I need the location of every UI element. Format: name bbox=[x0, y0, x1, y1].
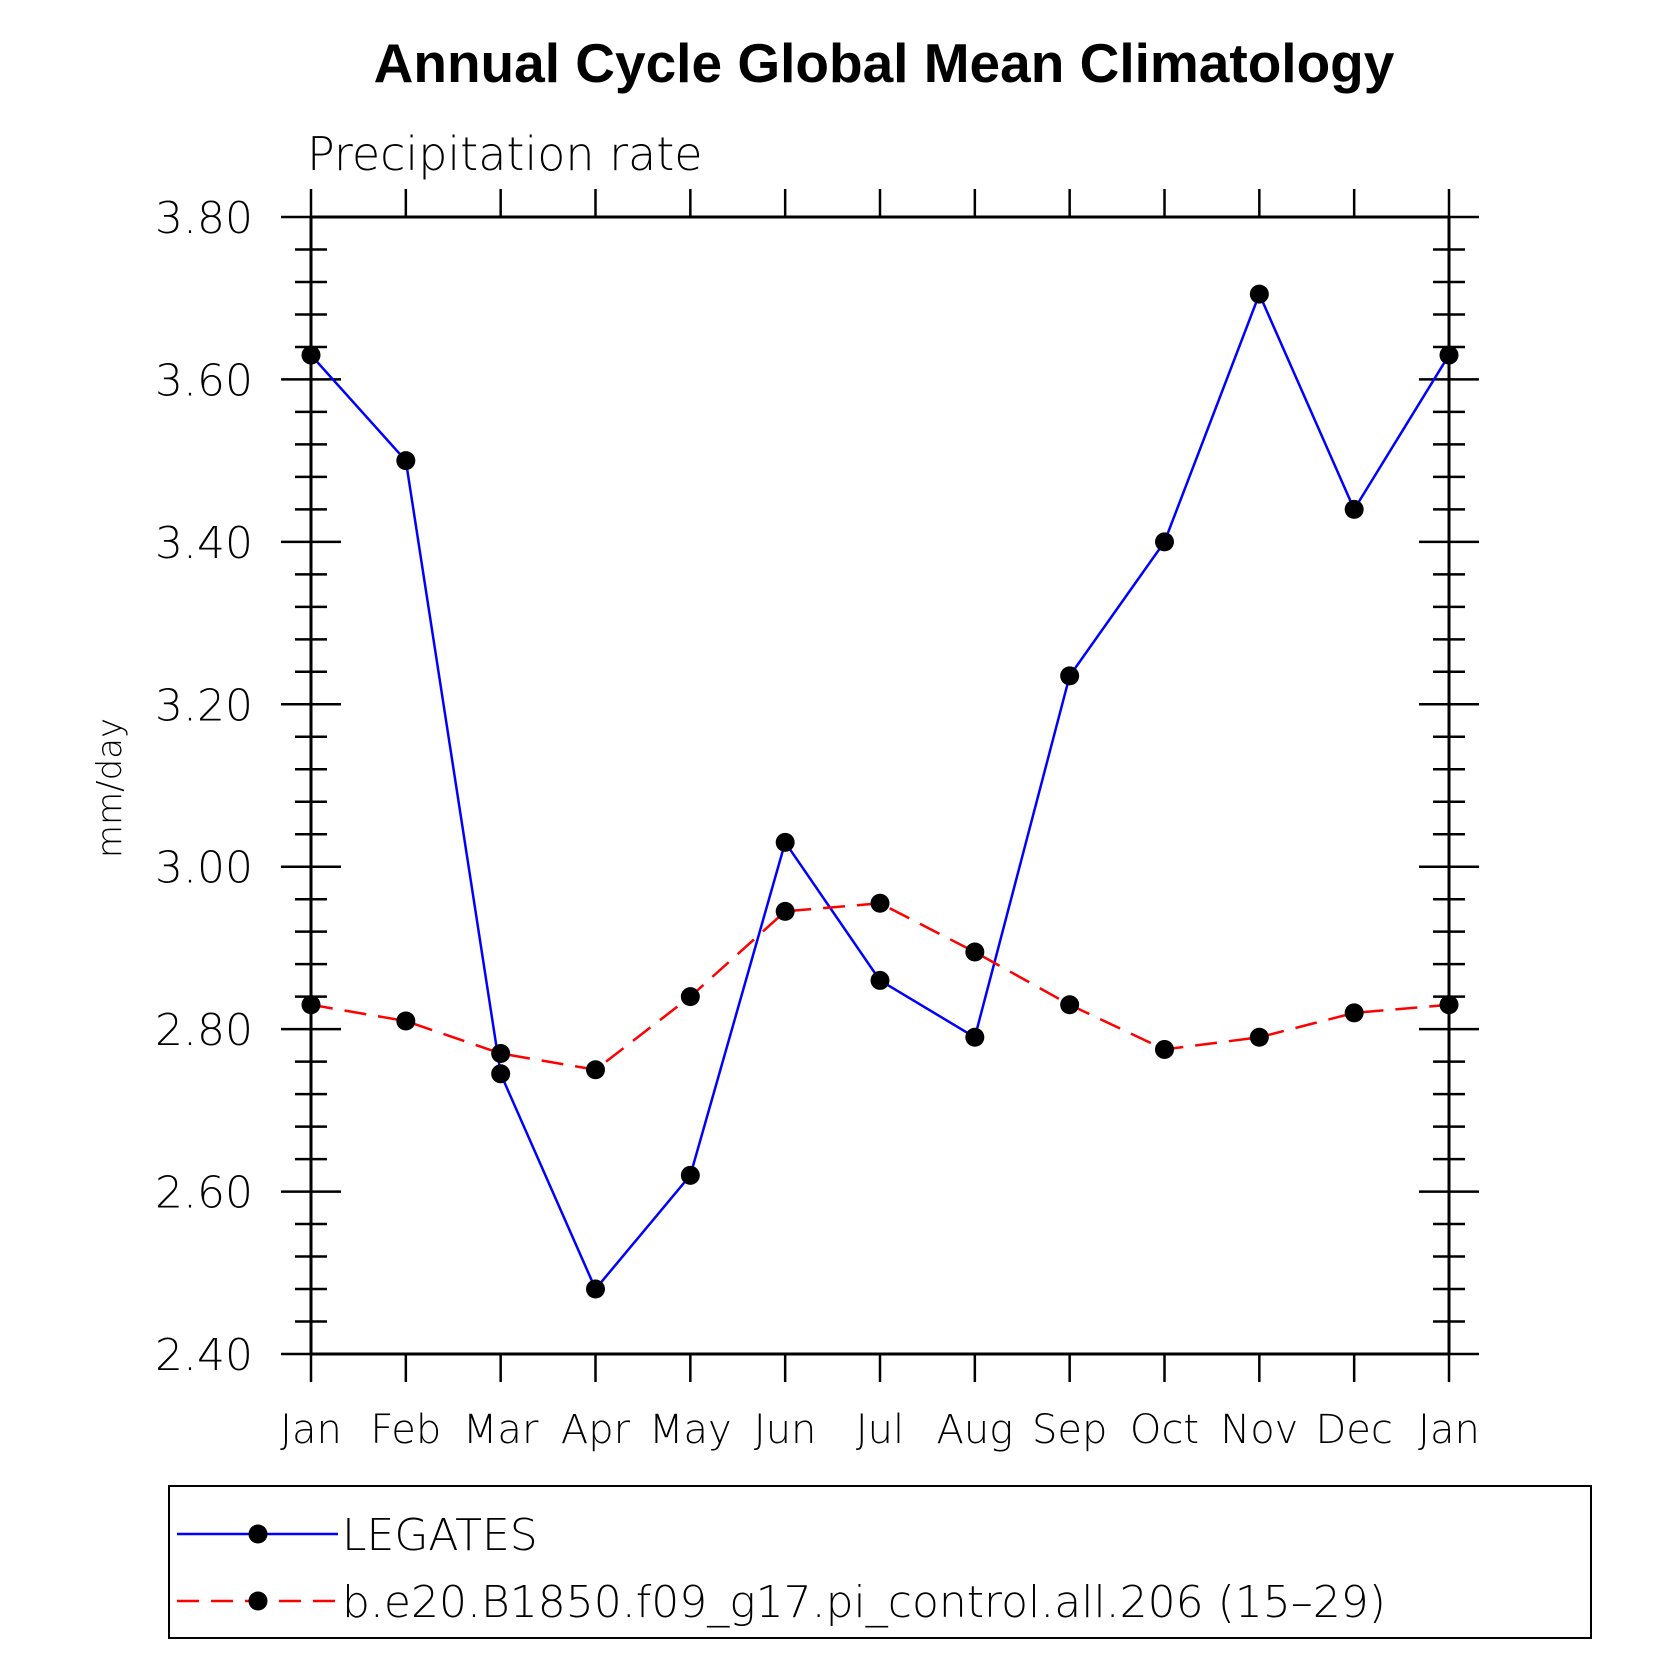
data-point bbox=[775, 901, 795, 921]
data-point bbox=[396, 1011, 416, 1031]
y-tick-label: 3.20 bbox=[155, 680, 253, 731]
data-point bbox=[1155, 532, 1174, 552]
legend: LEGATES b.e20.B1850.f09_g17.pi_control.al… bbox=[168, 1485, 1592, 1639]
series-pi-control bbox=[301, 893, 1459, 1080]
legend-box bbox=[168, 1485, 1592, 1639]
x-tick-label: Nov bbox=[1220, 1407, 1298, 1453]
data-point bbox=[491, 1044, 511, 1064]
data-point bbox=[491, 1064, 511, 1084]
data-point bbox=[1439, 995, 1459, 1015]
x-tick-label: Jan bbox=[1418, 1407, 1480, 1453]
legend-label: b.e20.B1850.f09_g17.pi_control.all.206 (… bbox=[342, 1577, 1386, 1628]
y-tick-label: 3.80 bbox=[155, 193, 253, 244]
y-tick-label: 3.40 bbox=[155, 518, 253, 569]
data-point bbox=[1155, 1039, 1174, 1059]
x-tick-label: May bbox=[649, 1407, 732, 1453]
x-axis-ticks: Jan Feb Mar Apr May Jun Jul Aug Sep Oct Nov Dec Jan bbox=[280, 189, 1480, 1453]
data-point bbox=[1060, 995, 1080, 1015]
legend-marker bbox=[248, 1524, 268, 1544]
y-axis-ticks: 2.40 2.60 2.80 3.00 3.20 3.40 3.60 3.80 bbox=[155, 193, 1479, 1381]
data-point bbox=[1344, 499, 1364, 519]
data-point bbox=[396, 451, 416, 471]
data-point bbox=[1439, 345, 1459, 365]
plot-frame bbox=[309, 215, 1451, 1356]
data-point bbox=[870, 970, 890, 990]
chart-title: Annual Cycle Global Mean Climatology bbox=[374, 32, 1395, 94]
x-tick-label: Jun bbox=[754, 1407, 817, 1453]
data-point bbox=[775, 832, 795, 852]
x-tick-label: Jul bbox=[856, 1407, 904, 1453]
data-point bbox=[965, 942, 985, 962]
plot-border bbox=[309, 215, 1451, 1356]
data-point bbox=[680, 987, 700, 1007]
y-tick-label: 3.00 bbox=[155, 843, 253, 894]
chart-subtitle: Precipitation rate bbox=[307, 127, 703, 181]
data-point bbox=[1249, 1027, 1269, 1047]
legend-marker bbox=[248, 1591, 268, 1611]
y-tick-label: 2.60 bbox=[155, 1168, 253, 1219]
y-tick-label: 2.80 bbox=[155, 1005, 253, 1056]
legend-entry: b.e20.B1850.f09_g17.pi_control.all.206 (… bbox=[177, 1577, 1386, 1628]
x-tick-label: Dec bbox=[1315, 1407, 1392, 1453]
legend-label: LEGATES bbox=[342, 1510, 538, 1561]
data-point bbox=[586, 1279, 605, 1299]
series-line bbox=[310, 290, 1451, 1292]
legend-entry: LEGATES bbox=[177, 1510, 538, 1561]
data-point bbox=[1249, 284, 1269, 304]
data-point bbox=[1060, 666, 1080, 686]
data-point bbox=[301, 345, 321, 365]
x-tick-label: Sep bbox=[1032, 1407, 1107, 1453]
y-tick-label: 2.40 bbox=[155, 1330, 253, 1381]
y-axis-label: mm/day bbox=[90, 718, 130, 858]
data-point bbox=[965, 1027, 985, 1047]
y-tick-label: 3.60 bbox=[155, 355, 253, 406]
data-point bbox=[1344, 1003, 1364, 1023]
x-tick-label: Mar bbox=[463, 1407, 539, 1453]
x-tick-label: Aug bbox=[936, 1407, 1013, 1453]
data-point bbox=[870, 893, 890, 913]
x-tick-label: Jan bbox=[280, 1407, 342, 1453]
data-point bbox=[680, 1165, 700, 1185]
data-point bbox=[586, 1060, 605, 1080]
x-tick-label: Feb bbox=[370, 1407, 441, 1453]
series-layer bbox=[301, 284, 1459, 1299]
series-legates bbox=[301, 284, 1459, 1299]
x-tick-label: Apr bbox=[561, 1407, 631, 1453]
data-point bbox=[301, 995, 321, 1015]
x-tick-label: Oct bbox=[1130, 1407, 1199, 1453]
